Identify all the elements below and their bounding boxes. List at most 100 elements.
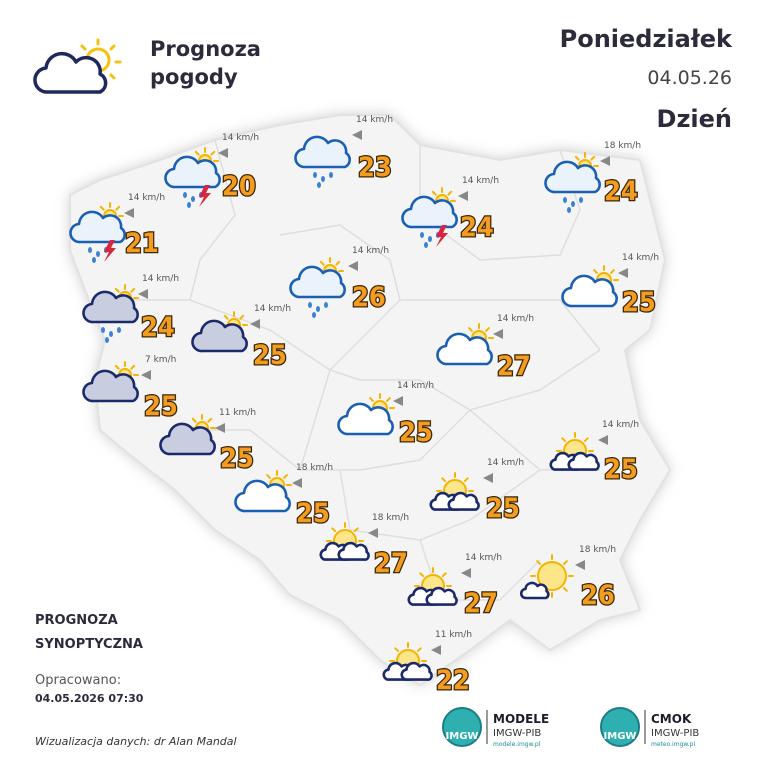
credit: Wizualizacja danych: dr Alan Mandal (35, 735, 237, 748)
sun-ray (590, 155, 596, 161)
wind-speed: 14 km/h (142, 274, 179, 284)
station: 14 km/h 25 (549, 420, 639, 486)
sun-ray (563, 560, 568, 565)
title-line: Prognoza (150, 37, 261, 61)
wind-arrow (431, 645, 441, 655)
temperature: 25 (399, 417, 433, 448)
sun-ray (115, 205, 121, 211)
logo: IMGW CMOK IMGW-PIB meteo.imgw.pl (600, 707, 699, 748)
temperature: 26 (581, 580, 615, 611)
temperature: 25 (144, 391, 178, 422)
logo-badge (600, 707, 640, 747)
cloud (191, 319, 248, 353)
station: 14 km/h 25 (191, 304, 291, 372)
cloud (519, 581, 550, 600)
wind-speed: 14 km/h (356, 115, 393, 125)
weather-icon (337, 393, 395, 436)
sun-ray (441, 477, 447, 483)
weather-icon (294, 135, 351, 188)
sun-ray (610, 269, 615, 274)
temperature: 24 (604, 176, 638, 207)
wind-arrow (393, 396, 403, 406)
rain-drop (567, 207, 571, 213)
wind-arrow (218, 148, 228, 158)
ray (80, 44, 87, 51)
wind-speed: 14 km/h (222, 133, 259, 143)
weather-icon (401, 187, 458, 248)
sun-ray (130, 287, 136, 293)
sun-ray (468, 327, 473, 332)
temperature: 25 (253, 340, 287, 371)
wind-arrow (493, 329, 503, 339)
sun-ray (447, 190, 453, 196)
logo-url: modele.imgw.pl (493, 741, 541, 748)
wind-speed: 11 km/h (435, 630, 472, 640)
cloud (544, 160, 601, 194)
weather-icon (319, 522, 370, 561)
temperature: 27 (374, 548, 408, 579)
cloud (447, 491, 480, 511)
cloud (337, 402, 394, 436)
wind-arrow (598, 435, 608, 445)
wind-speed: 14 km/h (128, 193, 165, 203)
sun-ray (331, 527, 337, 533)
region-borders (100, 139, 601, 601)
logo-icon (33, 38, 122, 94)
wind-speed: 14 km/h (254, 304, 291, 314)
station: 14 km/h 27 (436, 314, 534, 383)
rain-drop (101, 327, 105, 333)
logo-badge-text: IMGW (446, 731, 479, 742)
temperature: 24 (460, 212, 494, 243)
station: 11 km/h 25 (159, 408, 256, 475)
sun-ray (463, 477, 469, 483)
temperature: 22 (436, 665, 470, 696)
weather-icon (159, 414, 216, 456)
rain-drop (187, 202, 191, 208)
logo-url: meteo.imgw.pl (651, 741, 695, 748)
region-border (419, 539, 541, 601)
cloud (400, 661, 433, 681)
temperature: 21 (125, 228, 159, 259)
wind-speed: 14 km/h (602, 420, 639, 430)
wind-speed: 14 km/h (462, 176, 499, 186)
station: 14 km/h 25 (429, 458, 524, 525)
weather-icon (544, 152, 601, 213)
wind-arrow (141, 370, 151, 380)
sun-ray (191, 417, 197, 423)
rain-drop (329, 172, 333, 178)
station: 18 km/h 24 (544, 141, 641, 213)
rain-drop (96, 251, 100, 257)
temperature: 24 (141, 312, 175, 343)
sun-ray (239, 314, 245, 320)
temperature: 20 (222, 171, 256, 202)
sun-ray (369, 397, 374, 402)
station: 18 km/h 27 (319, 513, 409, 580)
rain-drop (571, 201, 575, 207)
wind-arrow (461, 568, 471, 578)
wind-speed: 14 km/h (465, 553, 502, 563)
rain-drop (117, 327, 121, 333)
rain-drop (312, 312, 316, 318)
sun-ray (114, 364, 120, 370)
logo-org: IMGW-PIB (493, 728, 541, 739)
cloud (294, 135, 351, 169)
ray (109, 73, 116, 80)
date: 04.05.26 (647, 67, 732, 89)
rain-drop (313, 172, 317, 178)
sun-ray (353, 527, 359, 533)
period: Dzień (657, 105, 732, 133)
region-border (189, 139, 236, 301)
logo-org: IMGW-PIB (651, 728, 699, 739)
wind-speed: 14 km/h (397, 381, 434, 391)
wind-speed: 18 km/h (296, 463, 333, 473)
rain-drop (420, 232, 424, 238)
sun-ray (386, 397, 391, 402)
logo: IMGW MODELE IMGW-PIB modele.imgw.pl (442, 707, 549, 748)
sun-ray (536, 560, 541, 565)
wind-speed: 14 km/h (487, 458, 524, 468)
logos: IMGW MODELE IMGW-PIB modele.imgw.pl IMGW CMOK… (442, 707, 699, 748)
temperature: 26 (352, 282, 386, 313)
cloud (401, 195, 458, 229)
sun-ray (593, 269, 598, 274)
wind-speed: 18 km/h (604, 141, 641, 151)
